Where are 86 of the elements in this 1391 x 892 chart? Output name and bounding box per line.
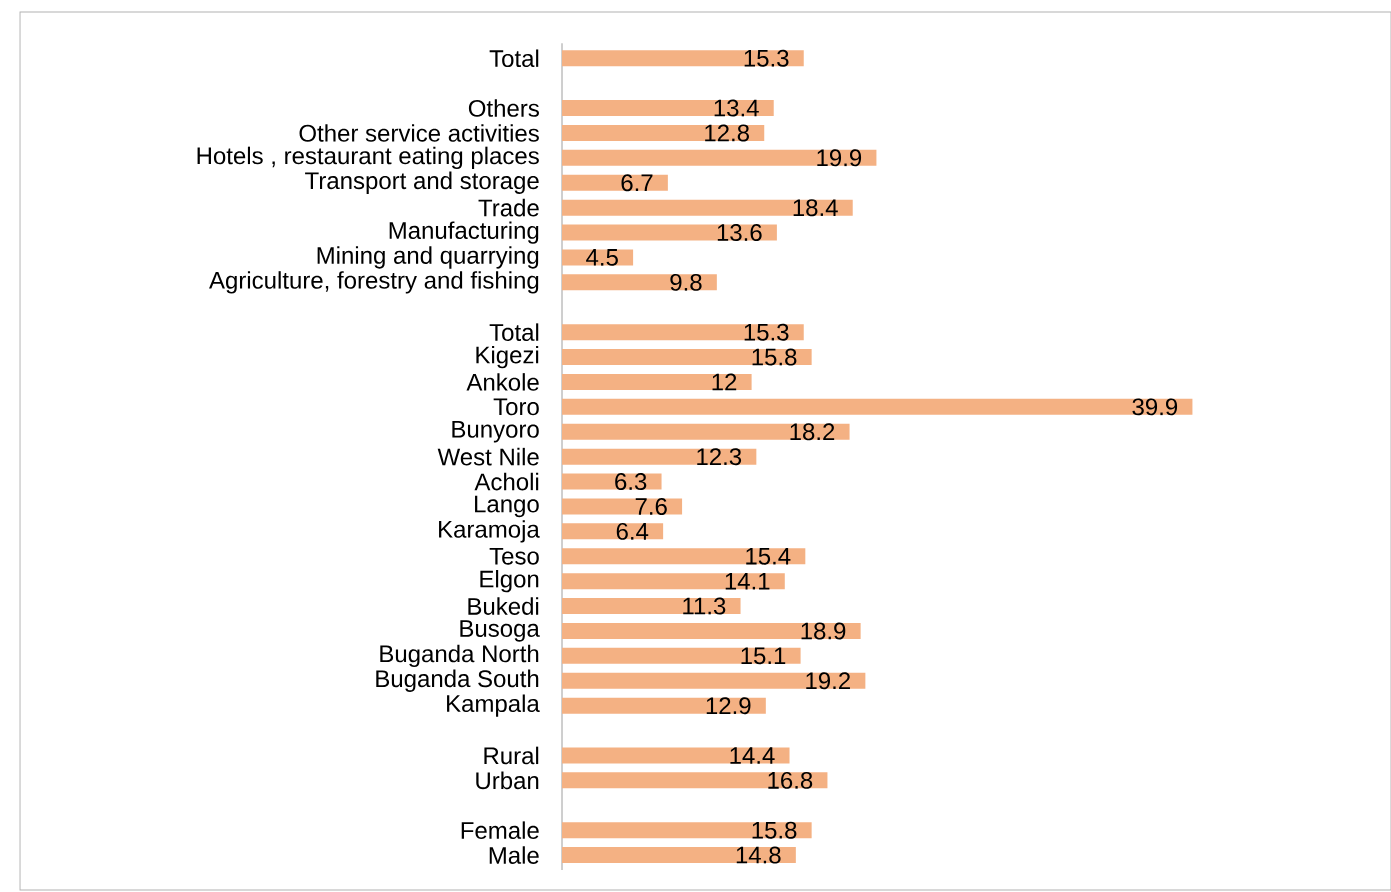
data-label: 18.9: [801, 622, 846, 640]
bar: [562, 174, 668, 191]
y-tick-label: Transport and storage: [305, 171, 539, 194]
bar: [562, 423, 850, 440]
bar: [562, 672, 866, 689]
bar: [562, 622, 861, 639]
y-tick-label: Agriculture, forestry and fishing: [209, 271, 539, 294]
y-tick-label: Busoga: [460, 620, 540, 642]
y-tick-label: Male: [489, 846, 539, 864]
data-label: 6.4: [616, 522, 649, 540]
bar: [562, 324, 804, 341]
y-tick-label: Teso: [489, 547, 539, 565]
data-label: 14.1: [725, 572, 770, 590]
data-label: 15.8: [752, 821, 797, 839]
data-label: 18.2: [790, 423, 835, 441]
bar: [562, 473, 662, 490]
data-label: 15.3: [744, 323, 789, 341]
data-label: 39.9: [1132, 398, 1178, 416]
bar: [562, 847, 796, 864]
y-tick-label: Other service activities: [299, 124, 539, 142]
y-tick-label: Ankole: [466, 373, 539, 391]
bar: [562, 697, 766, 714]
y-tick-label: Lango: [475, 495, 539, 518]
data-label: 19.2: [806, 672, 850, 690]
data-label: 18.4: [793, 199, 838, 217]
y-tick-label: Acholi: [474, 472, 539, 491]
bar: [562, 498, 683, 515]
data-label: 15.8: [752, 348, 797, 366]
y-tick-label: Bunyoro: [452, 421, 539, 443]
data-label: 14.8: [736, 846, 781, 864]
bar: [562, 224, 777, 241]
y-tick-label: Karamoja: [439, 520, 540, 543]
data-label: 14.4: [730, 747, 775, 764]
y-tick-label: Hotels , restaurant eating places: [197, 146, 539, 170]
bar: [562, 822, 812, 839]
bar: [562, 349, 812, 366]
data-label: 15.3: [744, 49, 789, 67]
y-tick-label: Manufacturing: [389, 221, 539, 244]
y-tick-label: Others: [468, 99, 539, 117]
bar: [562, 373, 752, 390]
y-tick-label: Trade: [478, 198, 539, 217]
y-tick-label: West Nile: [437, 447, 539, 466]
data-label: 13.6: [717, 224, 762, 242]
data-label: 15.1: [741, 647, 786, 665]
y-tick-label: Bukedi: [468, 597, 539, 615]
data-label: 16.8: [768, 771, 813, 789]
y-tick-label: Buganda South: [376, 669, 539, 692]
y-tick-label: Elgon: [480, 569, 539, 593]
data-label: 6.7: [621, 174, 653, 192]
data-label: 9.8: [670, 273, 702, 291]
bar: [562, 772, 828, 789]
bar: [562, 274, 717, 291]
y-tick-label: Total: [489, 49, 539, 68]
data-label: 12.3: [697, 448, 742, 466]
bar: [562, 398, 1193, 415]
bar: [562, 548, 806, 565]
y-tick-label: Mining and quarrying: [317, 246, 539, 269]
data-label: 11.3: [683, 597, 726, 615]
y-tick-label: Kigezi: [476, 345, 539, 369]
bar: [562, 149, 877, 166]
bar: [562, 647, 801, 664]
data-label: 4.5: [586, 249, 618, 266]
data-label: 12: [712, 373, 737, 391]
bar: [562, 124, 765, 141]
data-label: 13.4: [714, 99, 759, 117]
y-tick-label: Total: [489, 323, 539, 341]
bar: [562, 448, 757, 465]
y-tick-label: Urban: [476, 771, 539, 790]
y-tick-label: Rural: [484, 746, 539, 765]
data-label: 12.8: [705, 124, 749, 142]
bar: [562, 100, 774, 117]
data-label: 19.9: [817, 149, 862, 167]
y-tick-label: Buganda North: [380, 644, 539, 668]
y-tick-label: Toro: [493, 398, 539, 416]
bar: [562, 50, 804, 67]
bar: [562, 523, 664, 540]
bar: [562, 199, 853, 216]
data-label: 12.9: [706, 697, 751, 715]
y-tick-label: Kampala: [447, 694, 540, 717]
data-label: 15.4: [746, 547, 791, 565]
data-label: 6.3: [615, 473, 647, 491]
bar: [562, 573, 785, 590]
y-tick-label: Female: [461, 821, 539, 839]
bar: [562, 747, 790, 764]
data-label: 7.6: [635, 497, 667, 515]
bar: [562, 598, 741, 615]
